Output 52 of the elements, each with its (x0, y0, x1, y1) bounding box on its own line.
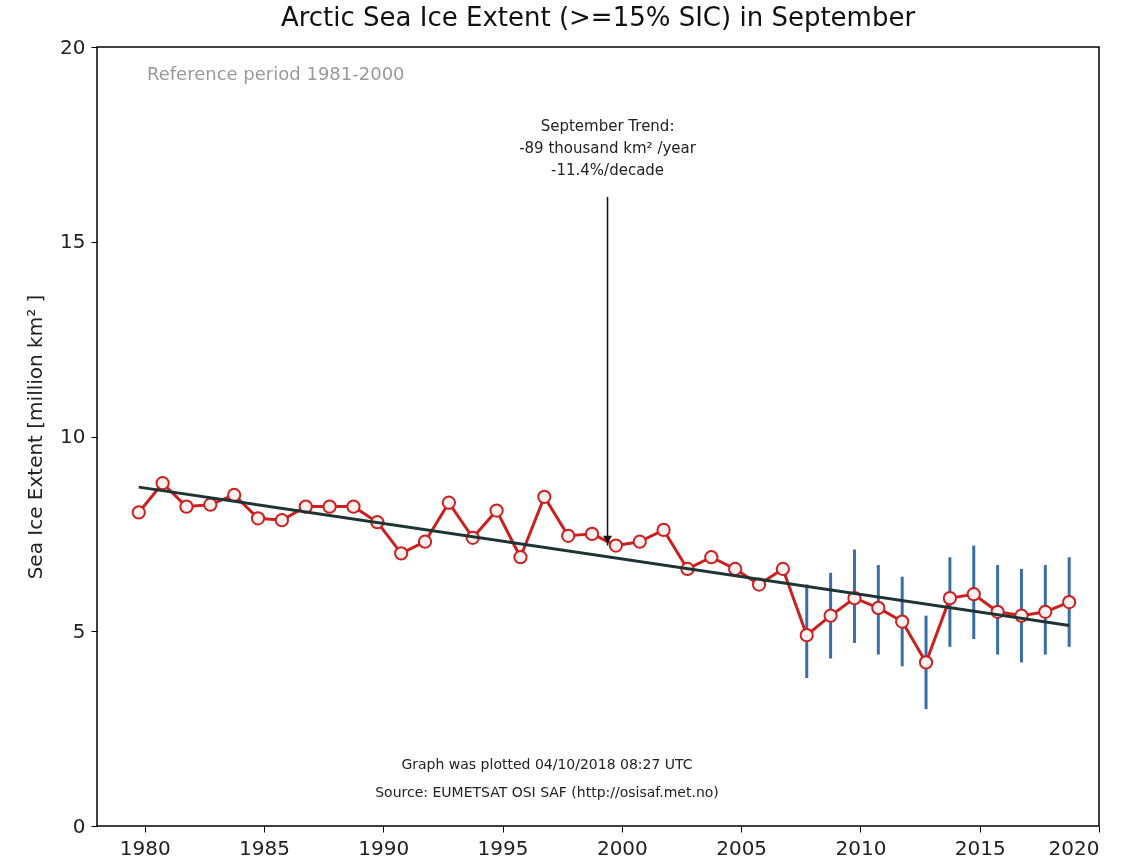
point (131, 505, 146, 520)
point (203, 497, 218, 512)
point (561, 528, 576, 543)
point (1038, 604, 1053, 619)
point (179, 499, 194, 514)
point (704, 550, 719, 565)
point (513, 550, 528, 565)
point (799, 628, 814, 643)
y-tick-label: 0 (72, 813, 86, 838)
point (656, 522, 671, 538)
chart-title: Arctic Sea Ice Extent (>=15% SIC) in September (280, 2, 916, 32)
point (608, 538, 624, 553)
annotation: Source: EUMETSAT OSI SAF (http://osisaf.met.no) (375, 784, 719, 800)
x-tick-label: 2005 (716, 835, 768, 860)
point (537, 489, 552, 504)
point (728, 561, 743, 577)
annotation: Reference period 1981-2000 (147, 63, 405, 84)
x-tick-label: 1985 (239, 835, 290, 860)
y-tick-label: 15 (60, 229, 86, 254)
point (274, 513, 290, 528)
point (823, 608, 838, 623)
y-tick-label: 20 (60, 34, 86, 59)
point (250, 511, 266, 526)
point (394, 546, 409, 561)
point (775, 561, 791, 577)
point (155, 476, 170, 491)
point (441, 495, 457, 510)
point (417, 534, 433, 549)
x-tick-label: 2000 (596, 835, 648, 860)
x-tick-label: 1990 (358, 835, 410, 860)
point (322, 499, 337, 514)
x-tick-label: 2020 (1048, 835, 1100, 860)
point (966, 587, 981, 602)
point (895, 614, 910, 629)
y-tick-label: 10 (60, 424, 86, 448)
point (942, 591, 958, 606)
x-tick-label: 2010 (835, 835, 887, 860)
point (918, 655, 934, 670)
point (227, 487, 242, 503)
x-tick-label: 1995 (477, 835, 529, 860)
annotation: September Trend: -89 thousand km² /year -11.4%/decade (519, 117, 697, 179)
point (346, 499, 361, 514)
x-tick-label: 1980 (119, 835, 171, 860)
point (1062, 594, 1077, 610)
point (871, 600, 886, 615)
point (584, 526, 600, 541)
y-tick-label: 5 (72, 618, 86, 643)
annotation: Graph was plotted 04/10/2018 08:27 UTC (401, 756, 693, 772)
point (632, 534, 647, 549)
point (489, 503, 504, 518)
y-axis-title: Sea Ice Extent [million km² ] (23, 294, 48, 580)
x-tick-label: 2015 (954, 835, 1006, 860)
